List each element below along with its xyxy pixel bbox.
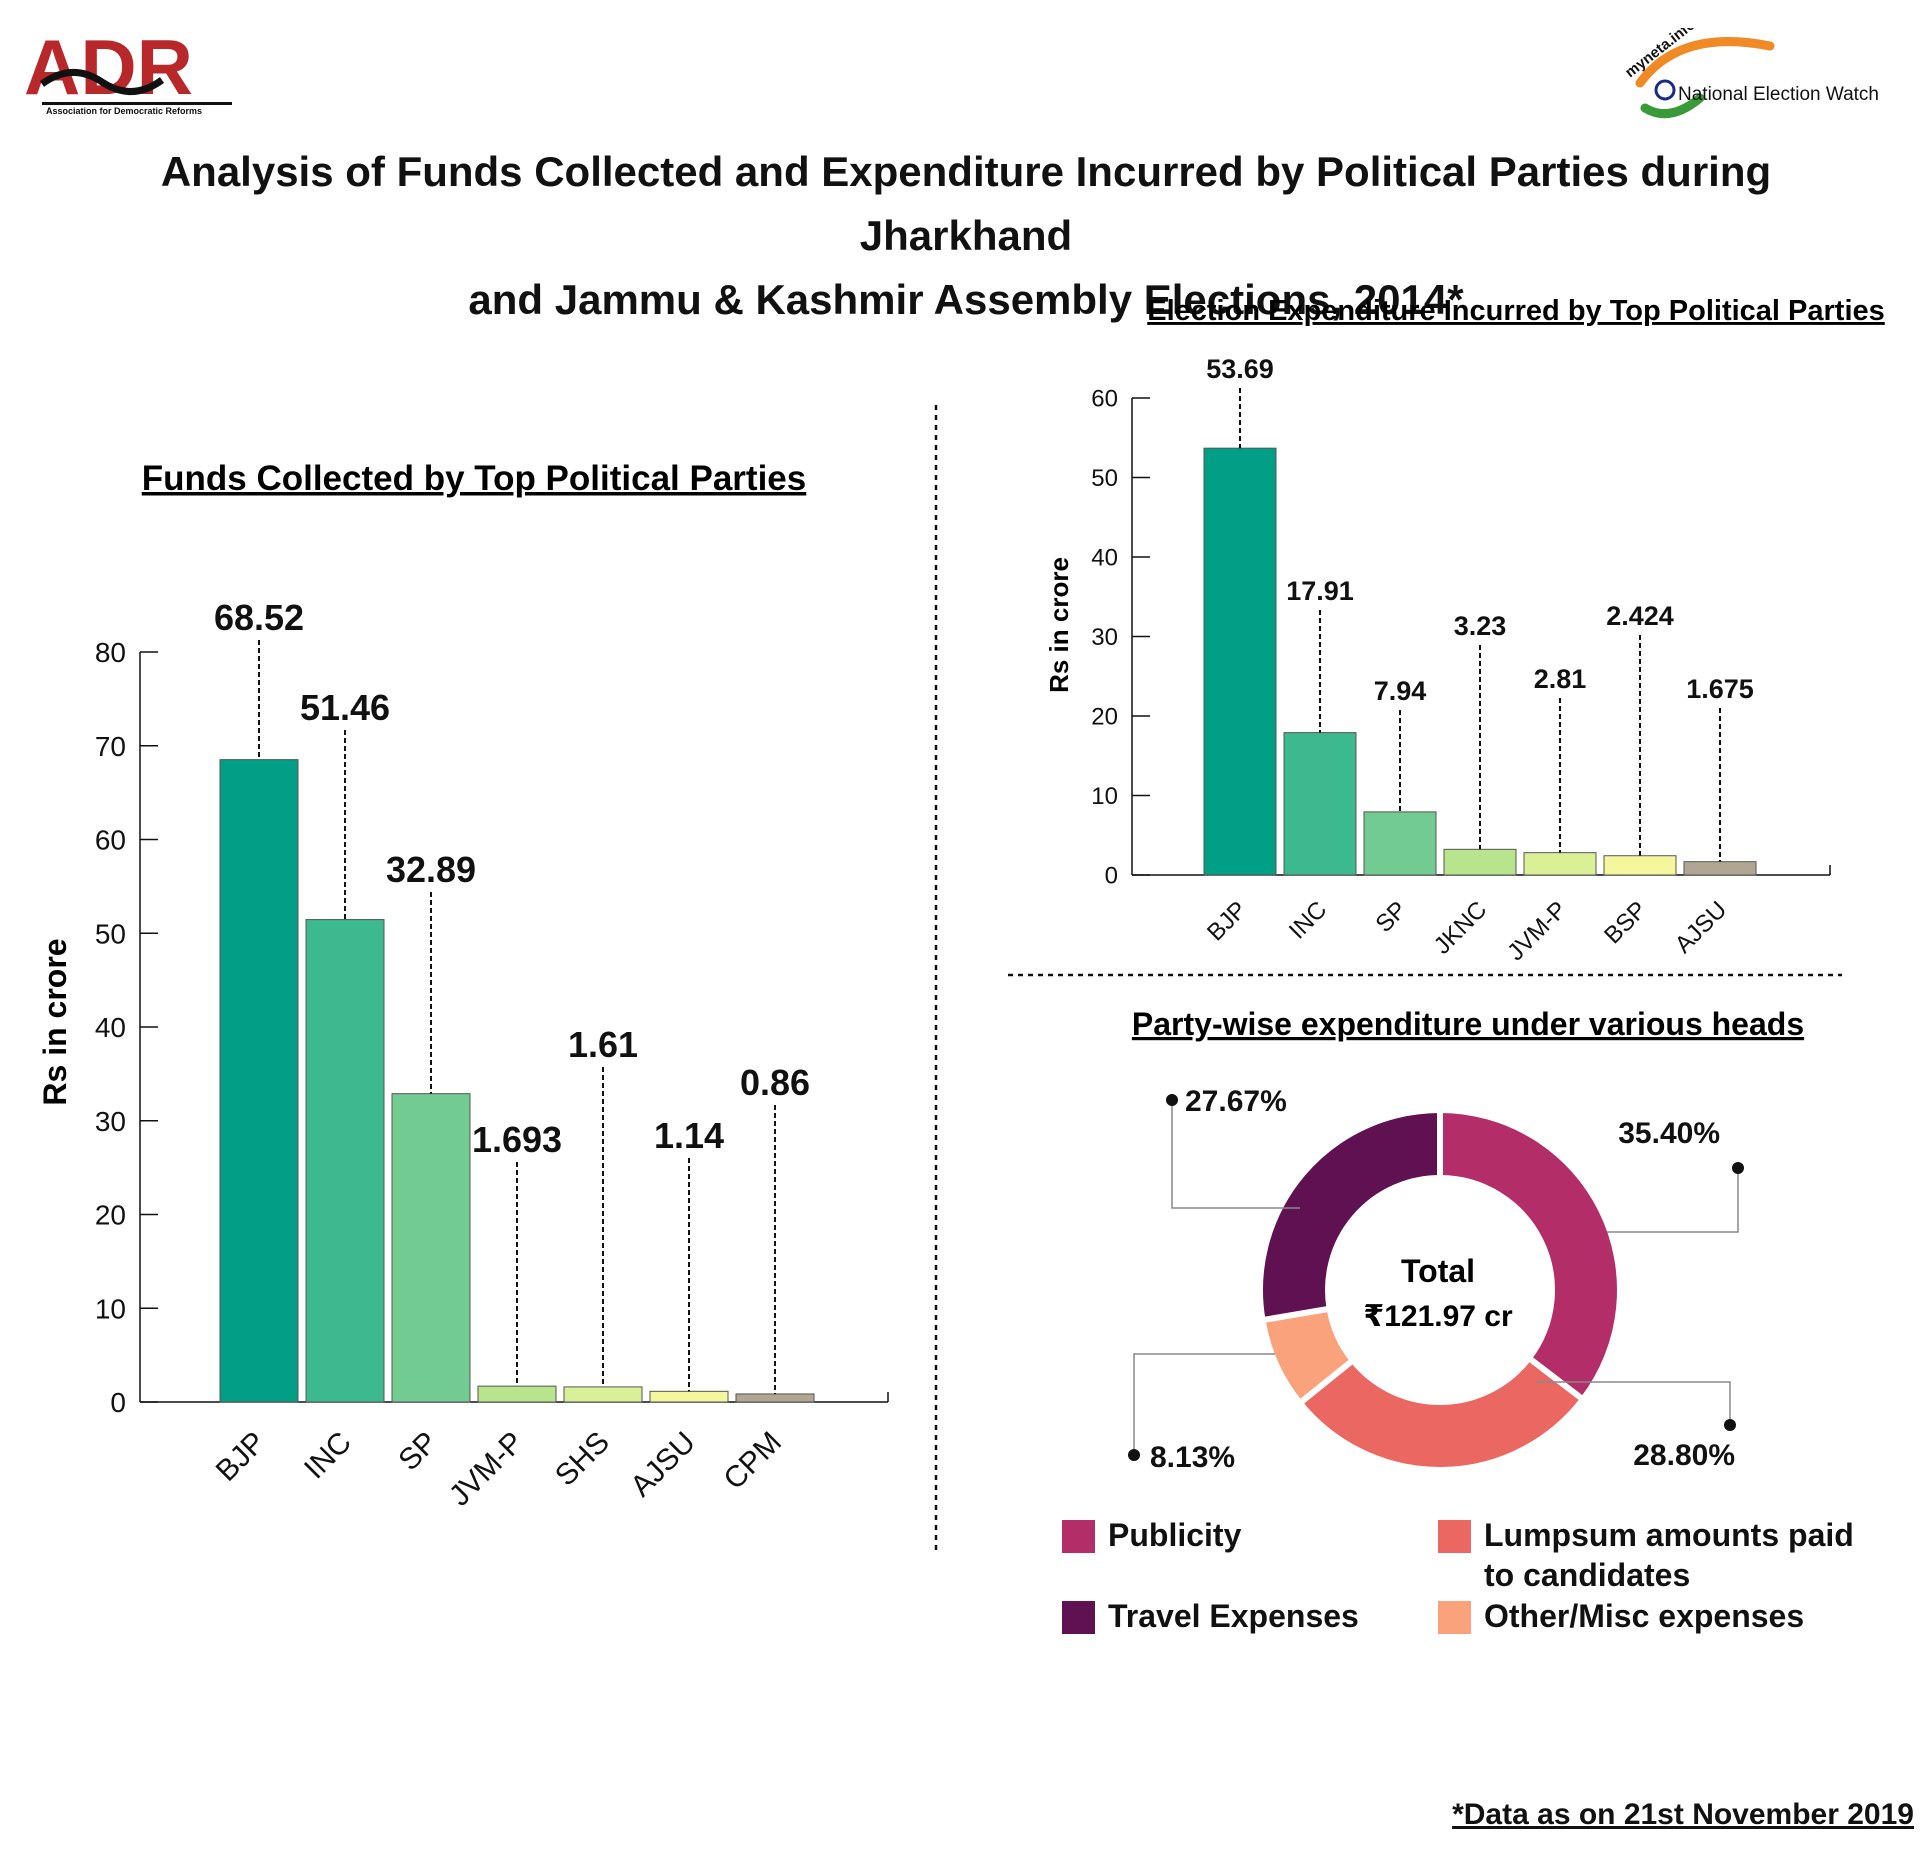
exp-category-label: SP [1371,896,1413,938]
funds-y-tick-label: 80 [95,637,126,668]
funds-bar-cpm [736,1394,814,1402]
exp-category-label: BSP [1599,896,1652,949]
funds-y-tick-label: 40 [95,1012,126,1043]
legend-item-travel: Travel Expenses [1062,1596,1359,1636]
funds-category-label: AJSU [624,1426,702,1504]
footnote: *Data as on 21st November 2019 [1452,1798,1914,1832]
funds-value-label: 51.46 [300,687,390,728]
funds-bar-bjp [220,760,298,1402]
exp-value-label: 1.675 [1686,674,1754,704]
legend-label-publicity: Publicity [1108,1515,1241,1555]
funds-collected-chart: Funds Collected by Top Political Parties… [37,459,888,1513]
exp-y-tick-label: 60 [1091,386,1118,413]
expenditure-chart: Election Expenditure Incurred by Top Pol… [1044,295,1885,966]
funds-y-tick-label: 30 [95,1106,126,1137]
expenditure-chart-ylabel: Rs in crore [1044,557,1074,693]
exp-y-tick-label: 40 [1091,545,1118,572]
exp-value-label: 53.69 [1206,354,1274,384]
legend-swatch-publicity [1062,1520,1095,1553]
funds-bar-ajsu [650,1391,728,1402]
funds-category-label: SP [392,1426,444,1478]
legend-swatch-lumpsum [1438,1520,1471,1553]
exp-value-label: 2.81 [1534,664,1587,694]
funds-y-tick-label: 20 [95,1200,126,1231]
exp-value-label: 17.91 [1286,576,1354,606]
exp-bar-sp [1364,812,1436,875]
funds-bar-jvm-p [478,1386,556,1402]
exp-bar-ajsu [1684,862,1756,875]
exp-y-tick-label: 30 [1091,624,1118,651]
funds-chart-title: Funds Collected by Top Political Parties [142,459,806,498]
exp-y-tick-label: 20 [1091,704,1118,731]
funds-category-label: JVM-P [443,1426,530,1513]
funds-value-label: 68.52 [214,597,304,638]
funds-bar-shs [564,1387,642,1402]
donut-callout-dot [1732,1162,1744,1174]
donut-legend: Publicity Lumpsum amounts paid to candid… [1058,1515,1878,1635]
exp-category-label: JVM-P [1502,896,1572,966]
funds-bar-inc [306,920,384,1402]
donut-callout-dot [1724,1419,1736,1431]
exp-category-label: AJSU [1670,896,1732,958]
exp-y-tick-label: 10 [1091,783,1118,810]
exp-bar-jknc [1444,849,1516,875]
legend-item-publicity: Publicity [1062,1515,1241,1555]
funds-category-label: BJP [210,1426,272,1488]
funds-value-label: 1.693 [472,1119,562,1160]
exp-value-label: 2.424 [1606,601,1674,631]
donut-center-value: ₹121.97 cr [1363,1300,1513,1333]
exp-category-label: INC [1284,896,1332,944]
donut-callout-dot [1166,1094,1178,1106]
donut-callout-line [1607,1168,1738,1232]
donut-callout-line [1134,1354,1275,1455]
funds-category-label: INC [298,1426,358,1486]
funds-y-tick-label: 0 [110,1387,126,1418]
exp-bar-inc [1284,733,1356,875]
donut-chart-title: Party-wise expenditure under various hea… [1132,1006,1804,1042]
funds-y-tick-label: 70 [95,731,126,762]
expenditure-chart-title: Election Expenditure Incurred by Top Pol… [1147,295,1885,327]
funds-chart-ylabel: Rs in crore [37,938,73,1105]
funds-value-label: 0.86 [740,1062,810,1103]
exp-y-tick-label: 50 [1091,465,1118,492]
legend-label-lumpsum: Lumpsum amounts paid to candidates [1484,1515,1868,1595]
funds-value-label: 1.61 [568,1024,638,1065]
legend-label-other: Other/Misc expenses [1484,1596,1804,1636]
funds-y-tick-label: 10 [95,1293,126,1324]
funds-category-label: CPM [717,1426,787,1496]
donut-percent-label: 8.13% [1150,1441,1235,1474]
legend-label-travel: Travel Expenses [1108,1596,1359,1636]
legend-swatch-other [1438,1601,1471,1634]
legend-swatch-travel [1062,1601,1095,1634]
donut-percent-label: 28.80% [1633,1439,1735,1472]
funds-category-label: SHS [549,1426,616,1493]
expenditure-heads-donut: Party-wise expenditure under various hea… [1128,1006,1804,1474]
funds-y-tick-label: 50 [95,918,126,949]
exp-bar-bsp [1604,856,1676,875]
exp-bar-jvm-p [1524,853,1596,875]
funds-value-label: 1.14 [654,1115,724,1156]
exp-bar-bjp [1204,448,1276,875]
exp-category-label: JKNC [1429,896,1492,959]
donut-slice-1 [1300,1358,1583,1470]
donut-center-label: Total [1401,1253,1475,1289]
donut-percent-label: 27.67% [1185,1085,1287,1118]
exp-value-label: 7.94 [1374,676,1427,706]
legend-item-other: Other/Misc expenses [1438,1596,1804,1636]
legend-item-lumpsum: Lumpsum amounts paid to candidates [1438,1515,1868,1595]
funds-value-label: 32.89 [386,849,476,890]
funds-bar-sp [392,1094,470,1402]
funds-y-tick-label: 60 [95,825,126,856]
exp-y-tick-label: 0 [1105,863,1118,890]
exp-category-label: BJP [1202,896,1252,946]
donut-percent-label: 35.40% [1618,1117,1720,1150]
donut-callout-dot [1128,1449,1140,1461]
exp-value-label: 3.23 [1454,611,1507,641]
